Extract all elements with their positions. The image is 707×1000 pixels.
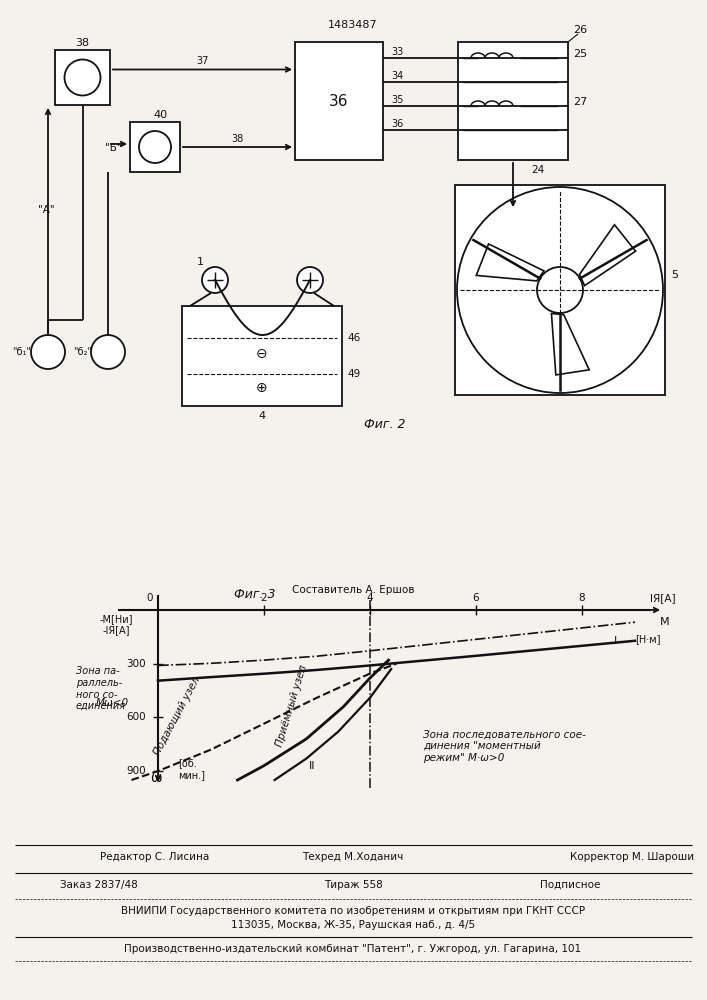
Text: 38: 38 bbox=[231, 134, 244, 144]
Bar bbox=[455, 185, 665, 395]
Text: 6: 6 bbox=[473, 593, 479, 603]
Text: 46: 46 bbox=[347, 333, 361, 343]
Circle shape bbox=[31, 335, 65, 369]
Text: 36: 36 bbox=[391, 119, 403, 129]
Text: 113035, Москва, Ж-35, Раушская наб., д. 4/5: 113035, Москва, Ж-35, Раушская наб., д. … bbox=[231, 920, 475, 930]
Text: Мω<0: Мω<0 bbox=[96, 698, 129, 708]
Polygon shape bbox=[580, 225, 636, 286]
Text: [об.
мин.]: [об. мин.] bbox=[178, 758, 205, 780]
Text: II: II bbox=[308, 761, 315, 771]
Bar bbox=[458, 42, 568, 160]
Text: 0: 0 bbox=[146, 593, 153, 603]
Text: 34: 34 bbox=[391, 71, 403, 81]
Text: Производственно-издательский комбинат "Патент", г. Ужгород, ул. Гагарина, 101: Производственно-издательский комбинат "П… bbox=[124, 944, 582, 954]
Text: Корректор М. Шароши: Корректор М. Шароши bbox=[570, 852, 694, 862]
Text: "А": "А" bbox=[38, 205, 54, 215]
Text: [Н·м]: [Н·м] bbox=[635, 634, 660, 644]
Text: -IЯ[А]: -IЯ[А] bbox=[103, 625, 130, 635]
Text: 35: 35 bbox=[391, 95, 404, 105]
Text: 37: 37 bbox=[197, 56, 209, 66]
Text: ω: ω bbox=[150, 771, 162, 785]
Text: 1483487: 1483487 bbox=[328, 20, 378, 30]
Text: "б₂": "б₂" bbox=[74, 347, 93, 357]
Text: 5: 5 bbox=[672, 270, 679, 280]
Text: 27: 27 bbox=[573, 97, 587, 107]
Text: М: М bbox=[660, 617, 670, 627]
Text: 4: 4 bbox=[367, 593, 373, 603]
Circle shape bbox=[457, 187, 663, 393]
Bar bbox=[55, 50, 110, 105]
Text: Редактор С. Лисина: Редактор С. Лисина bbox=[100, 852, 209, 862]
Polygon shape bbox=[477, 244, 544, 281]
Text: Зона последовательного сое-
динения "моментный
режим" М·ω>0: Зона последовательного сое- динения "мом… bbox=[423, 729, 586, 763]
Text: ⊕: ⊕ bbox=[256, 381, 268, 395]
Text: 38: 38 bbox=[76, 38, 90, 48]
Text: Фиг. 3: Фиг. 3 bbox=[234, 588, 276, 601]
Text: "б₁": "б₁" bbox=[13, 347, 32, 357]
Text: 900: 900 bbox=[127, 766, 146, 776]
Text: Зона па-
раллель-
ного со-
единения: Зона па- раллель- ного со- единения bbox=[76, 666, 126, 711]
Text: ВНИИПИ Государственного комитета по изобретениям и открытиям при ГКНТ СССР: ВНИИПИ Государственного комитета по изоб… bbox=[121, 906, 585, 916]
Text: Заказ 2837/48: Заказ 2837/48 bbox=[60, 880, 138, 890]
Text: 300: 300 bbox=[127, 659, 146, 669]
Text: 36: 36 bbox=[329, 94, 349, 108]
Text: Тираж 558: Тираж 558 bbox=[324, 880, 382, 890]
Text: 8: 8 bbox=[579, 593, 585, 603]
Text: 4: 4 bbox=[259, 411, 266, 421]
Text: 600: 600 bbox=[127, 712, 146, 722]
Ellipse shape bbox=[139, 131, 171, 163]
Text: ⊖: ⊖ bbox=[256, 347, 268, 361]
Text: Подписное: Подписное bbox=[540, 880, 600, 890]
Bar bbox=[130, 122, 180, 172]
Text: I: I bbox=[614, 636, 617, 646]
Circle shape bbox=[537, 267, 583, 313]
Text: Фиг. 2: Фиг. 2 bbox=[364, 418, 406, 430]
Text: Составитель А. Ершов: Составитель А. Ершов bbox=[292, 585, 414, 595]
Bar bbox=[182, 306, 342, 406]
Text: 26: 26 bbox=[573, 25, 587, 35]
Text: Подающий узел: Подающий узел bbox=[153, 675, 202, 757]
Text: IЯ[А]: IЯ[А] bbox=[650, 593, 676, 603]
Text: 1: 1 bbox=[197, 257, 204, 267]
Text: 33: 33 bbox=[391, 47, 403, 57]
Text: 25: 25 bbox=[573, 49, 587, 59]
Polygon shape bbox=[551, 313, 589, 375]
Text: "Б": "Б" bbox=[105, 143, 122, 153]
Ellipse shape bbox=[64, 60, 100, 96]
Circle shape bbox=[202, 267, 228, 293]
Circle shape bbox=[91, 335, 125, 369]
Bar bbox=[295, 42, 383, 160]
Text: Техред М.Ходанич: Техред М.Ходанич bbox=[303, 852, 404, 862]
Text: 49: 49 bbox=[347, 369, 361, 379]
Text: 40: 40 bbox=[153, 110, 167, 120]
Text: Приёмный узел: Приёмный узел bbox=[274, 664, 309, 748]
Text: 2: 2 bbox=[261, 593, 267, 603]
Text: -M[Ни]: -M[Ни] bbox=[99, 614, 133, 624]
Text: 24: 24 bbox=[531, 165, 544, 175]
Circle shape bbox=[297, 267, 323, 293]
